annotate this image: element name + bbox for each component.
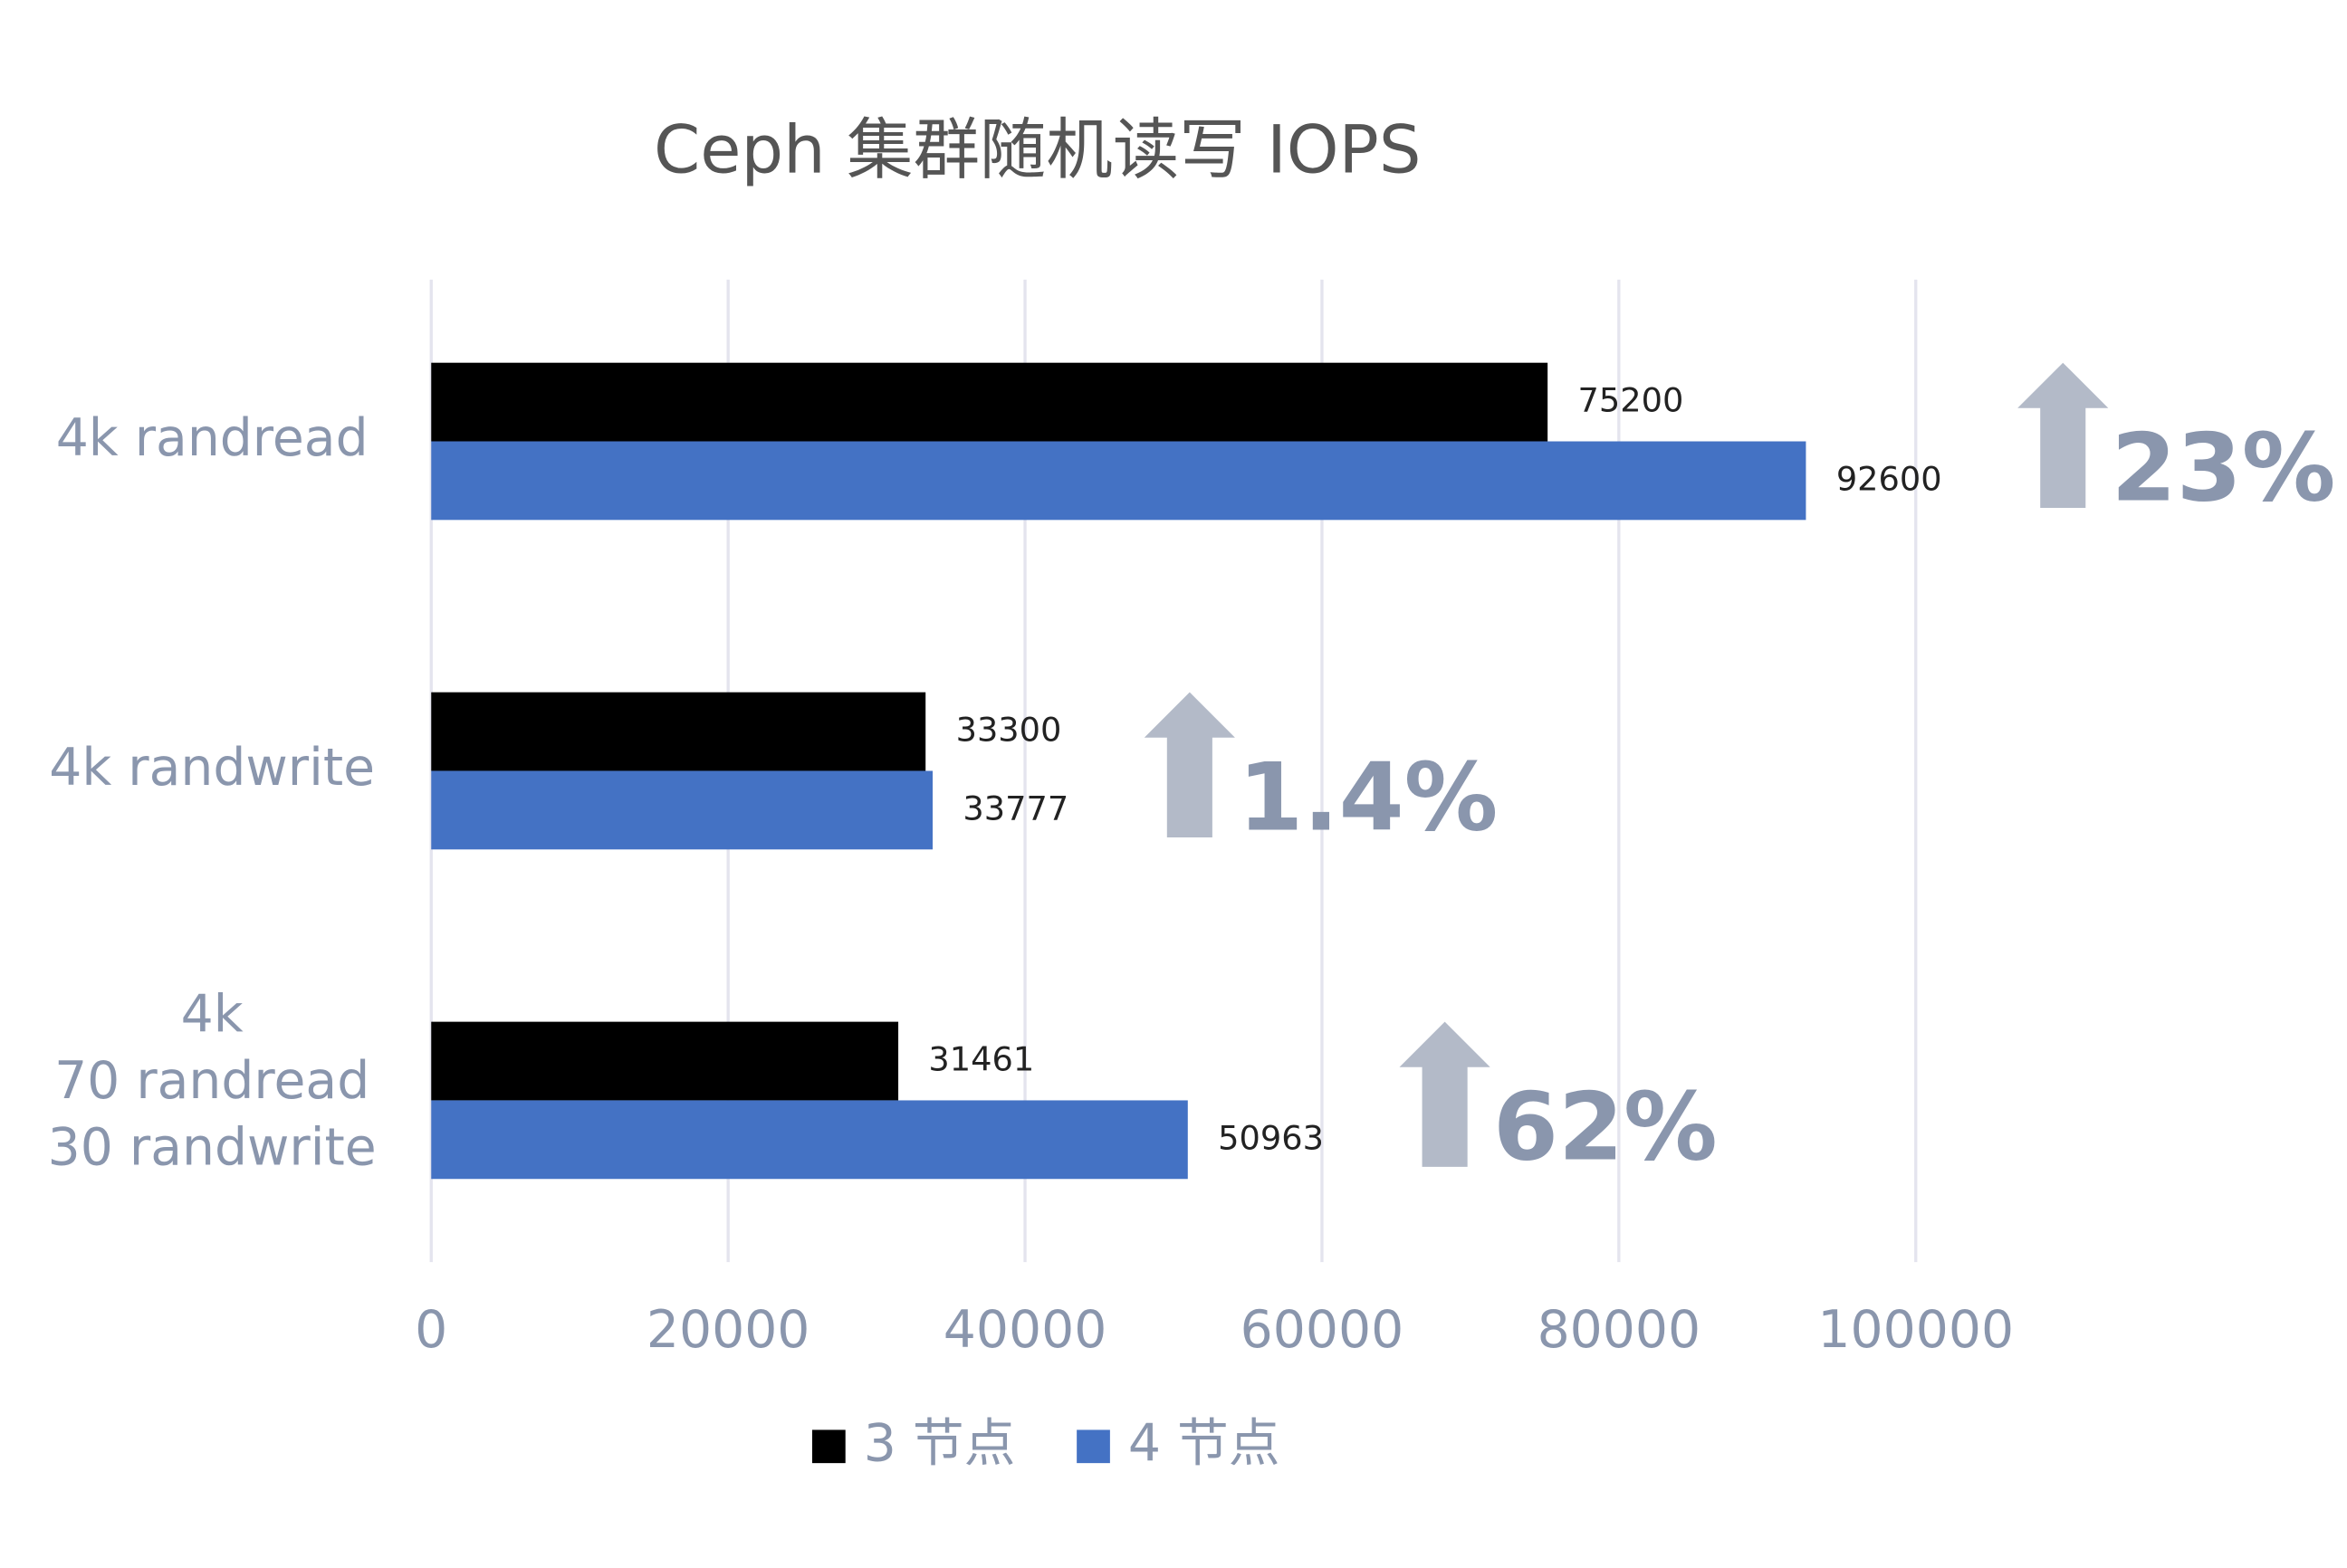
y-tick-label: 4k 70 randread 30 randwrite bbox=[48, 984, 377, 1177]
bar bbox=[431, 362, 1548, 442]
annotation: 23% bbox=[2112, 415, 2336, 523]
legend-label: 4 节点 bbox=[1128, 1413, 1280, 1473]
data-label: 31461 bbox=[928, 1040, 1034, 1079]
y-tick-label: 4k randread bbox=[56, 408, 369, 468]
x-tick-label: 100000 bbox=[1817, 1300, 2014, 1360]
data-label: 75200 bbox=[1578, 381, 1684, 420]
arrow-icon bbox=[1399, 1021, 1490, 1167]
annotation: 1.4% bbox=[1238, 744, 1498, 853]
x-tick-label: 20000 bbox=[647, 1300, 810, 1360]
data-label: 33777 bbox=[963, 789, 1068, 827]
legend-swatch bbox=[811, 1429, 846, 1464]
x-tick-label: 80000 bbox=[1538, 1300, 1701, 1360]
data-label: 92600 bbox=[1836, 459, 1942, 498]
bar bbox=[431, 770, 934, 850]
legend-label: 3 节点 bbox=[864, 1413, 1016, 1473]
x-tick-label: 40000 bbox=[944, 1300, 1107, 1360]
x-tick-label: 0 bbox=[415, 1300, 447, 1360]
data-label: 33300 bbox=[956, 711, 1062, 750]
y-tick-label: 4k randwrite bbox=[49, 738, 375, 798]
arrow-icon bbox=[1144, 692, 1235, 837]
legend-swatch bbox=[1077, 1429, 1110, 1464]
chart-title: Ceph 集群随机读写 IOPS bbox=[654, 111, 1421, 188]
arrow-icon bbox=[2017, 362, 2109, 508]
annotation: 62% bbox=[1493, 1073, 1718, 1181]
bar bbox=[431, 1100, 1188, 1180]
data-label: 50963 bbox=[1218, 1118, 1324, 1157]
bar bbox=[431, 441, 1806, 521]
bar bbox=[431, 692, 926, 771]
x-tick-label: 60000 bbox=[1241, 1300, 1404, 1360]
bar bbox=[431, 1021, 899, 1101]
